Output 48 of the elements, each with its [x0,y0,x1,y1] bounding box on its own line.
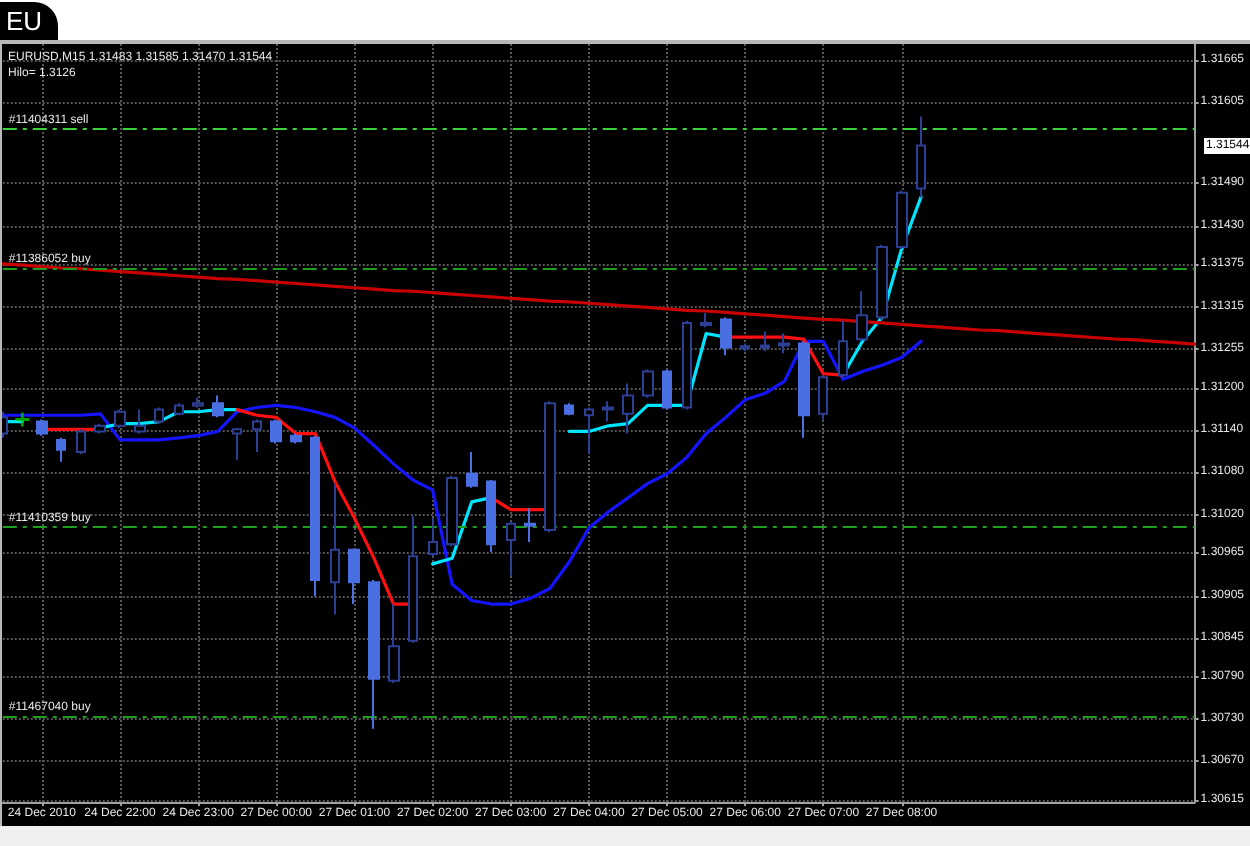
candlestick [232,426,242,461]
candlestick [56,436,66,463]
candlestick [348,547,360,606]
candlestick [838,319,848,379]
candlestick [564,402,574,417]
candlestick [76,428,86,455]
candlestick [544,400,556,534]
line-series [2,262,1197,346]
candlestick [700,312,712,329]
candlestick [428,517,438,558]
candlestick [154,406,164,425]
candlestick [642,368,654,399]
candlestick [798,340,810,439]
candlestick [524,507,536,544]
candlestick [622,382,634,435]
candlestick [896,189,908,250]
candlestick [212,394,224,419]
candlestick [310,434,320,598]
candlestick [388,603,400,684]
candlestick [330,482,340,616]
candlestick [682,319,692,411]
candlestick [876,243,888,321]
candlestick [466,450,478,489]
candlestick [856,290,868,343]
candlestick [368,579,380,730]
candlestick [94,422,106,435]
candlestick [36,418,48,437]
candlestick [192,396,204,409]
candlestick [408,514,418,644]
tab: EU [0,2,59,40]
candlestick [740,342,750,353]
candlestick [720,316,732,357]
candlestick [818,374,828,421]
candlestick [114,408,126,429]
candlestick [602,400,614,423]
candlestick [760,330,770,353]
candlestick [486,479,496,553]
candlestick [134,408,146,435]
candlestick [778,332,790,355]
candlestick [270,418,282,445]
candlestick [252,418,262,453]
candlestick [446,474,458,548]
candlestick [506,520,516,577]
candlestick [584,406,594,455]
candlestick [174,402,184,417]
candlestick [290,432,302,445]
candlestick [662,368,672,411]
candlestick [916,115,926,199]
